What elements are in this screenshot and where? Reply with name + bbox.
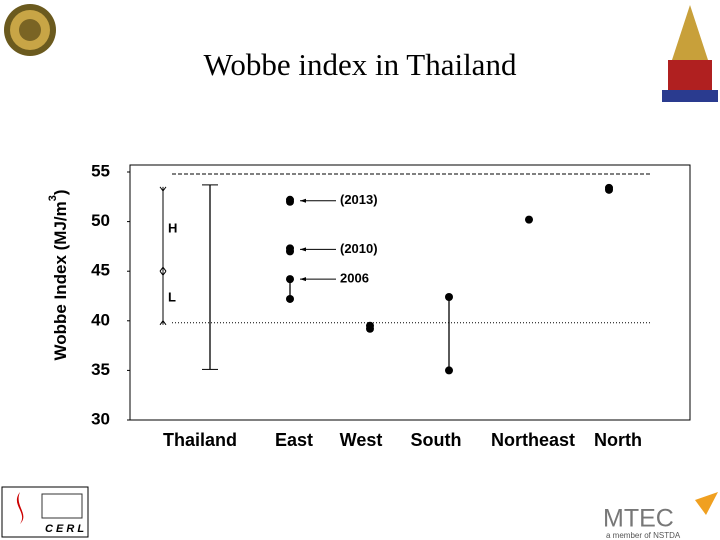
band-arrow <box>159 266 167 272</box>
arrow-head <box>300 247 306 252</box>
y-label-sup: 3 <box>47 195 59 201</box>
annotation-text: 2006 <box>340 271 369 286</box>
dot <box>366 324 374 333</box>
x-tick-label: East <box>275 430 313 450</box>
x-tick-label: West <box>340 430 383 450</box>
cerl-text: C E R L <box>45 523 84 535</box>
band-label: L <box>168 289 176 304</box>
band-arrow <box>159 270 167 277</box>
arrow-head <box>300 277 306 282</box>
y-label-text: Wobbe Index (MJ/m <box>51 201 70 360</box>
x-tick-label: North <box>594 430 642 450</box>
dot <box>286 294 294 303</box>
dot <box>286 275 294 284</box>
band-arrow <box>159 186 167 192</box>
y-label-end: ) <box>51 189 70 195</box>
y-tick-label: 35 <box>91 360 110 379</box>
mtec-mark <box>695 492 718 515</box>
plot-frame <box>129 164 691 421</box>
band-label: H <box>168 220 177 235</box>
annotation-text: (2010) <box>340 241 378 256</box>
mtec-sub: a member of NSTDA <box>606 531 681 540</box>
y-tick-label: 30 <box>91 409 110 428</box>
y-tick-label: 40 <box>91 310 110 329</box>
y-tick-label: 55 <box>91 161 110 180</box>
slide-title: Wobbe index in Thailand <box>204 47 517 82</box>
dot <box>286 247 294 256</box>
x-tick-label: South <box>411 430 462 450</box>
mtec-logo: MTEC <box>603 505 674 533</box>
y-tick-label: 45 <box>91 261 110 280</box>
y-axis-label: Wobbe Index (MJ/m3) <box>47 189 71 360</box>
band-arrow <box>159 319 167 326</box>
dot <box>445 366 453 375</box>
logo-cerl: C E R L <box>1 486 89 538</box>
dot <box>525 215 533 224</box>
dot <box>445 292 453 301</box>
arrow-head <box>300 198 306 203</box>
x-tick-label: Thailand <box>163 430 237 450</box>
annotation-text: (2013) <box>340 192 378 207</box>
y-tick-label: 50 <box>91 211 110 230</box>
logo-top-right <box>662 5 718 102</box>
x-tick-label: Northeast <box>491 430 575 450</box>
dot <box>605 185 613 194</box>
dot <box>286 197 294 206</box>
logo-top-left <box>4 4 56 56</box>
